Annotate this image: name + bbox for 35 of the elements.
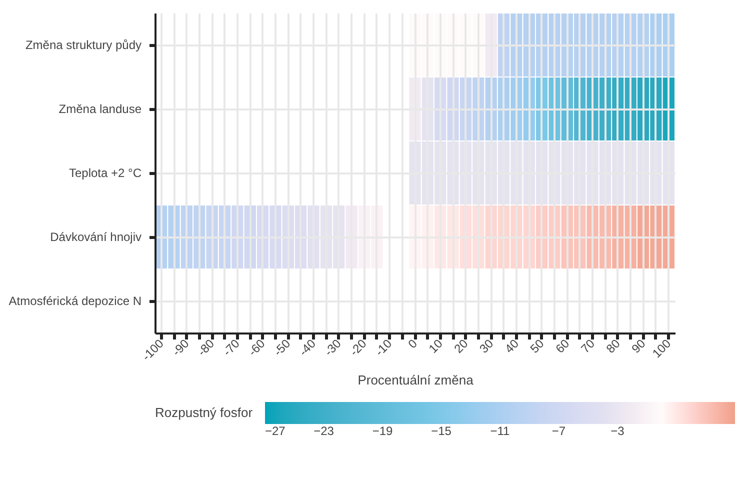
color-bar-label: −7 [552,424,566,438]
x-tick-label: 90 [628,336,648,356]
x-tick-label: 20 [451,336,471,356]
y-tick-label: Atmosférická depozice N [8,294,142,308]
x-tick-label: 80 [604,336,624,356]
x-tick-label: -50 [270,336,294,359]
x-tick-label: -100 [139,336,167,364]
color-bar-label: −23 [314,424,334,438]
color-bar-title: Rozpustný fosfor [155,405,254,420]
x-tick-label: 70 [578,336,598,356]
color-bar-label: −3 [610,424,625,438]
x-tick-label: 40 [502,336,522,356]
x-tick-label: 0 [405,336,420,352]
y-tick-label: Dávkování hnojiv [50,230,142,244]
color-bar-label: −27 [265,424,286,438]
y-tick-label: Změna landuse [58,102,142,116]
x-tick-label: -20 [347,336,370,359]
color-bar-label: −19 [372,424,393,438]
x-tick-label: -30 [322,336,344,359]
color-bar-label: −15 [431,424,452,438]
y-tick-label: Teplota +2 °C [68,166,142,180]
x-tick-label: -70 [220,336,243,359]
y-tick-label: Změna struktury půdy [25,38,142,52]
x-tick-label: 60 [552,336,572,356]
x-tick-label: -60 [246,336,268,359]
x-tick-label: 10 [426,336,446,356]
x-tick-label: -10 [372,336,395,359]
x-tick-label: -40 [296,336,319,359]
x-tick-label: -90 [169,336,192,359]
x-tick-label: 50 [527,336,547,356]
x-tick-label: -80 [194,336,218,359]
x-tick-label: 100 [650,336,674,361]
color-bar-label: −11 [490,424,510,438]
x-axis-title: Procentuální změna [358,372,474,388]
x-tick-label: 30 [476,336,496,356]
